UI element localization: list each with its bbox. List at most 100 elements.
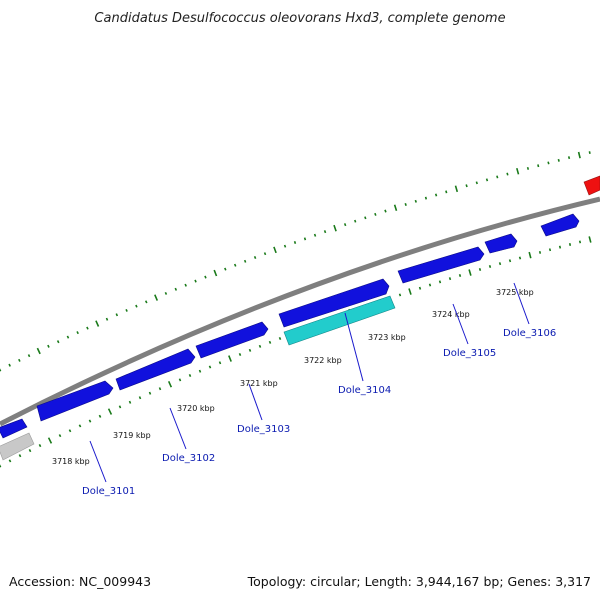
- minor-tick: [438, 280, 442, 284]
- minor-tick: [98, 414, 102, 418]
- minor-tick: [448, 277, 452, 281]
- kbp-label: 3718 kbp: [52, 457, 90, 466]
- gene-arrow[interactable]: [36, 380, 114, 422]
- major-tick: [454, 185, 459, 193]
- minor-tick: [293, 241, 297, 244]
- minor-tick: [68, 429, 72, 433]
- minor-tick: [434, 193, 438, 197]
- major-tick: [528, 251, 532, 259]
- minor-tick: [243, 259, 247, 263]
- gene-arrow-grey[interactable]: [0, 432, 35, 461]
- major-tick: [577, 151, 581, 159]
- minor-tick: [27, 354, 31, 358]
- minor-tick: [184, 283, 187, 287]
- minor-tick: [398, 293, 402, 297]
- leader-line: [513, 282, 530, 325]
- minor-tick: [588, 151, 591, 154]
- major-tick: [95, 320, 100, 327]
- minor-tick: [518, 256, 522, 260]
- minor-tick: [56, 340, 60, 344]
- minor-tick: [144, 300, 148, 304]
- minor-tick: [164, 291, 168, 295]
- minor-tick: [105, 317, 109, 321]
- gene-track: [0, 175, 600, 461]
- kbp-label: 3725 kbp: [496, 288, 534, 297]
- minor-tick: [278, 336, 282, 341]
- minor-tick: [424, 196, 428, 200]
- gene-label-leaders: [89, 282, 530, 483]
- minor-tick: [86, 326, 89, 330]
- minor-tick: [88, 419, 92, 423]
- leader-line: [452, 303, 469, 345]
- minor-tick: [158, 387, 162, 391]
- gene-arrow[interactable]: [195, 321, 269, 359]
- gene-arrow[interactable]: [484, 233, 518, 254]
- minor-tick: [233, 263, 237, 267]
- major-tick: [393, 204, 398, 212]
- minor-tick: [218, 361, 222, 365]
- minor-tick: [485, 178, 489, 182]
- gene-arrow[interactable]: [278, 278, 390, 328]
- leader-line: [89, 440, 107, 483]
- kbp-labels: 3718 kbp 3719 kbp 3720 kbp 3721 kbp 3722…: [52, 288, 534, 466]
- minor-tick: [343, 223, 347, 227]
- gene-arrow[interactable]: [397, 246, 485, 284]
- minor-tick: [547, 161, 550, 165]
- kbp-label: 3720 kbp: [177, 404, 215, 413]
- minor-tick: [268, 340, 272, 344]
- minor-tick: [445, 190, 448, 194]
- minor-tick: [537, 164, 540, 168]
- gene-label[interactable]: Dole_3106: [503, 328, 556, 339]
- genome-summary-text: Topology: circular; Length: 3,944,167 bp…: [247, 574, 591, 589]
- major-tick: [468, 269, 472, 276]
- gene-label[interactable]: Dole_3104: [338, 385, 391, 396]
- gene-label[interactable]: Dole_3105: [443, 348, 496, 359]
- minor-tick: [0, 464, 2, 468]
- gene-label[interactable]: Dole_3103: [237, 424, 290, 435]
- minor-tick: [8, 459, 12, 463]
- minor-tick: [478, 268, 482, 272]
- minor-tick: [578, 240, 582, 244]
- minor-tick: [115, 313, 119, 317]
- major-tick: [167, 380, 173, 388]
- gene-label[interactable]: Dole_3102: [162, 453, 215, 464]
- minor-tick: [238, 352, 242, 357]
- gene-arrow[interactable]: [540, 213, 580, 237]
- minor-tick: [506, 172, 509, 176]
- inner-scale-ticks: [0, 236, 592, 468]
- gene-arrow-red[interactable]: [583, 175, 600, 196]
- gene-arrow[interactable]: [115, 348, 196, 391]
- minor-tick: [253, 255, 257, 260]
- minor-tick: [568, 243, 572, 246]
- minor-tick: [78, 424, 82, 428]
- minor-tick: [263, 252, 267, 256]
- kbp-label: 3719 kbp: [113, 431, 151, 440]
- major-tick: [516, 167, 520, 175]
- gene-arrow[interactable]: [0, 418, 28, 439]
- minor-tick: [414, 199, 417, 203]
- minor-tick: [174, 287, 178, 291]
- minor-tick: [188, 373, 192, 378]
- minor-tick: [488, 265, 492, 269]
- minor-tick: [8, 363, 11, 367]
- minor-tick: [364, 216, 367, 220]
- minor-tick: [198, 369, 202, 373]
- minor-tick: [28, 449, 32, 453]
- minor-tick: [38, 444, 42, 448]
- minor-tick: [224, 267, 227, 271]
- minor-tick: [0, 368, 2, 372]
- gene-arrow-selected[interactable]: [283, 295, 396, 346]
- minor-tick: [47, 344, 50, 348]
- major-tick: [47, 437, 53, 444]
- minor-tick: [496, 175, 499, 179]
- leader-line: [169, 407, 187, 450]
- minor-tick: [138, 396, 142, 400]
- minor-tick: [465, 184, 468, 188]
- minor-tick: [178, 378, 182, 382]
- minor-tick: [125, 308, 128, 312]
- major-tick: [228, 355, 232, 362]
- gene-label[interactable]: Dole_3101: [82, 486, 135, 497]
- minor-tick: [118, 405, 122, 409]
- minor-tick: [384, 209, 387, 213]
- accession-text: Accession: NC_009943: [9, 574, 151, 589]
